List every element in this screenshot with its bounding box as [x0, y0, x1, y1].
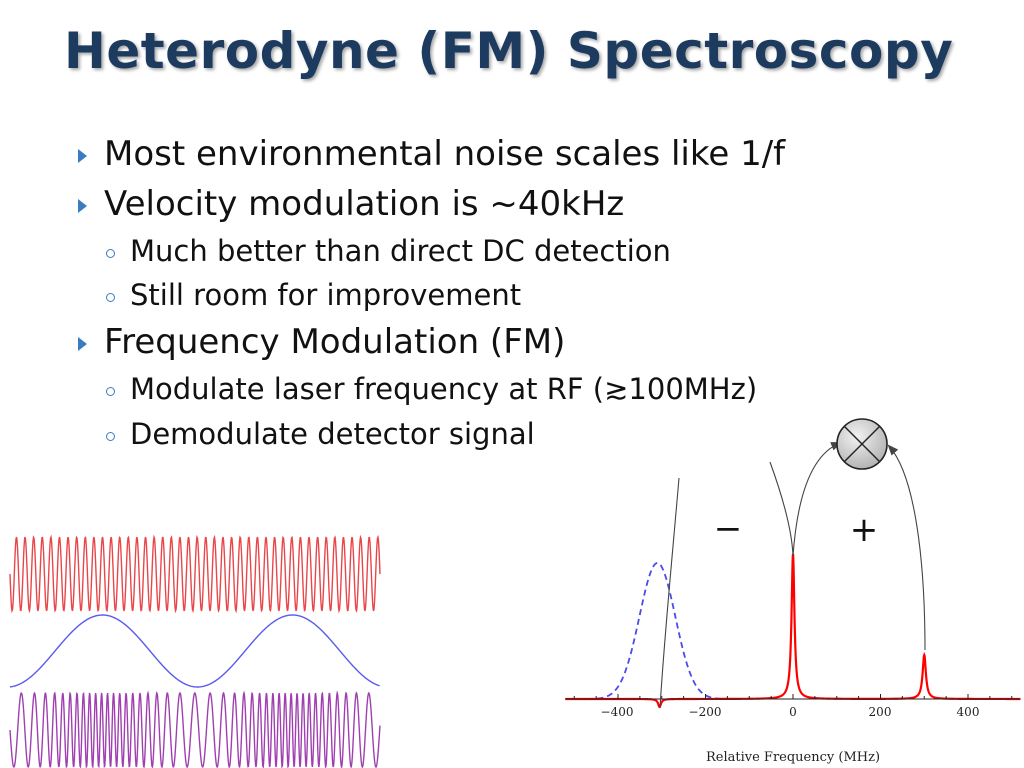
- bullet-arrow-icon: [78, 149, 87, 163]
- bullet-ring-icon: [106, 386, 115, 396]
- bullet-ring-icon: [106, 292, 115, 302]
- bullet-arrow-icon: [78, 199, 87, 213]
- minus-sideband-label: −: [714, 509, 743, 549]
- x-tick-label: 0: [789, 705, 797, 719]
- bullet-text: Frequency Modulation (FM): [104, 322, 566, 362]
- bullet-item: Velocity modulation is ~40kHz: [78, 184, 624, 224]
- slide-title: Heterodyne (FM) Spectroscopy: [64, 22, 954, 80]
- sideband-to-mixer-arrow: [887, 444, 926, 651]
- bullet-text: Most environmental noise scales like 1/f: [104, 134, 786, 174]
- sub-bullet-text: Modulate laser frequency at RF (≳100MHz): [130, 372, 758, 406]
- sub-bullet-text: Much better than direct DC detection: [130, 234, 671, 268]
- x-axis-ticks: [573, 694, 1013, 699]
- x-axis-label: Relative Frequency (MHz): [706, 750, 880, 765]
- sideband-guide-line: [659, 477, 680, 709]
- bullet-item: Frequency Modulation (FM): [78, 322, 565, 362]
- x-tick-label: 200: [869, 705, 892, 719]
- absorption-profile: [587, 562, 732, 700]
- fm-spectrum-line: [565, 553, 1021, 709]
- x-tick-label: 400: [957, 705, 980, 719]
- sub-bullet-text: Demodulate detector signal: [130, 417, 535, 451]
- sub-bullet-text: Still room for improvement: [130, 278, 522, 312]
- bullet-arrow-icon: [78, 337, 87, 351]
- bullet-ring-icon: [106, 431, 115, 441]
- bullet-item: Most environmental noise scales like 1/f: [78, 134, 785, 174]
- x-tick-label: −200: [689, 705, 722, 719]
- carrier-to-mixer-arrow: [792, 442, 843, 557]
- x-tick-label: −400: [601, 705, 634, 719]
- sub-bullet-item: Modulate laser frequency at RF (≳100MHz): [106, 372, 757, 406]
- carrier-guide-line: [769, 461, 794, 557]
- bullet-ring-icon: [106, 248, 115, 258]
- bullet-text: Velocity modulation is ~40kHz: [104, 184, 625, 224]
- plus-sideband-label: +: [850, 510, 879, 550]
- sub-bullet-item: Still room for improvement: [106, 278, 521, 312]
- sub-bullet-item: Demodulate detector signal: [106, 417, 535, 451]
- sub-bullet-item: Much better than direct DC detection: [106, 234, 671, 268]
- mixer-circle-cross-icon: [836, 418, 888, 470]
